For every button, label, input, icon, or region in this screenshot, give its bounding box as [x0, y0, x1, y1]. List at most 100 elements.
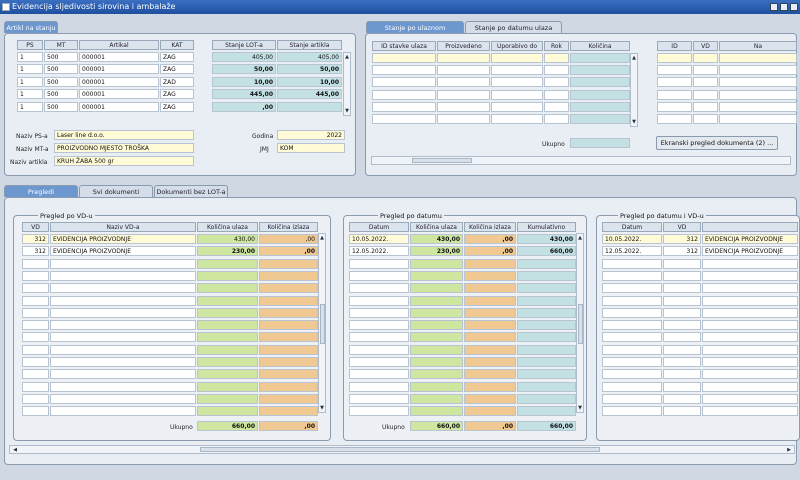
- naziv-artikla-field[interactable]: KRUH ŽABA 500 gr: [54, 156, 194, 166]
- table-cell[interactable]: [22, 332, 49, 343]
- table-cell[interactable]: [663, 320, 701, 331]
- scroll-down-icon[interactable]: ▼: [632, 119, 636, 125]
- pregled-datum-header[interactable]: Kumulativno: [517, 222, 576, 232]
- table-cell[interactable]: [544, 53, 569, 63]
- table-cell[interactable]: [437, 114, 490, 124]
- table-cell[interactable]: [517, 295, 576, 306]
- artikl-header[interactable]: Stanje artikla: [277, 40, 342, 50]
- pregled-vd-header[interactable]: Količina izlaza: [259, 222, 318, 232]
- table-cell[interactable]: ,00: [259, 234, 318, 244]
- table-cell[interactable]: [517, 283, 576, 294]
- table-cell[interactable]: [437, 77, 490, 88]
- table-cell[interactable]: 000001: [79, 89, 159, 100]
- table-cell[interactable]: [410, 320, 463, 331]
- table-cell[interactable]: [349, 393, 409, 404]
- table-cell[interactable]: [410, 393, 463, 404]
- table-cell[interactable]: [464, 332, 516, 343]
- artikl-vscroll[interactable]: ▲ ▼: [343, 52, 351, 116]
- scroll-up-icon[interactable]: ▲: [320, 235, 324, 241]
- tab-stanje-po-ulaznom-dokumentu[interactable]: Stanje po ulaznom dokumentu: [366, 21, 464, 44]
- table-cell[interactable]: [602, 258, 662, 269]
- table-cell[interactable]: [657, 101, 692, 112]
- table-cell[interactable]: [491, 89, 543, 100]
- table-cell[interactable]: [410, 270, 463, 281]
- table-cell[interactable]: 000001: [79, 64, 159, 75]
- table-cell[interactable]: [702, 393, 798, 404]
- table-cell[interactable]: [50, 307, 196, 318]
- stanje-header[interactable]: ID stavke ulaza: [372, 41, 436, 51]
- pregled-datum-header[interactable]: Količina ulaza: [410, 222, 463, 232]
- table-cell[interactable]: [437, 89, 490, 100]
- stanje-right-header[interactable]: VD: [693, 41, 718, 51]
- table-cell[interactable]: [259, 393, 318, 404]
- table-cell[interactable]: [22, 270, 49, 281]
- table-cell[interactable]: [570, 53, 630, 63]
- table-cell[interactable]: [663, 332, 701, 343]
- table-cell[interactable]: [372, 114, 436, 124]
- table-cell[interactable]: [349, 357, 409, 367]
- table-cell[interactable]: 10.05.2022.: [349, 234, 409, 244]
- table-cell[interactable]: [719, 101, 797, 112]
- table-cell[interactable]: [491, 114, 543, 124]
- table-cell[interactable]: [544, 89, 569, 100]
- scroll-down-icon[interactable]: ▼: [320, 405, 324, 411]
- table-cell[interactable]: 1: [17, 76, 43, 87]
- table-cell[interactable]: [702, 320, 798, 331]
- table-cell[interactable]: [50, 406, 196, 417]
- table-cell[interactable]: [372, 89, 436, 100]
- table-cell[interactable]: 500: [44, 101, 78, 112]
- table-cell[interactable]: [50, 283, 196, 294]
- artikl-header[interactable]: PS: [17, 40, 43, 50]
- table-cell[interactable]: [197, 381, 258, 392]
- table-cell[interactable]: [602, 393, 662, 404]
- table-cell[interactable]: 12.05.2022.: [602, 246, 662, 257]
- table-cell[interactable]: [702, 270, 798, 281]
- table-cell[interactable]: [517, 344, 576, 355]
- table-cell[interactable]: 312: [663, 234, 701, 244]
- table-cell[interactable]: [657, 89, 692, 100]
- table-cell[interactable]: [464, 393, 516, 404]
- table-cell[interactable]: 500: [44, 89, 78, 100]
- table-cell[interactable]: 500: [44, 64, 78, 75]
- artikl-header[interactable]: MT: [44, 40, 78, 50]
- jmj-field[interactable]: KOM: [277, 143, 345, 153]
- table-cell[interactable]: 430,00: [517, 234, 576, 244]
- table-cell[interactable]: [719, 114, 797, 124]
- table-cell[interactable]: [719, 65, 797, 76]
- table-cell[interactable]: [491, 53, 543, 63]
- table-cell[interactable]: [349, 307, 409, 318]
- table-cell[interactable]: 312: [22, 234, 49, 244]
- table-cell[interactable]: [702, 332, 798, 343]
- table-cell[interactable]: [22, 357, 49, 367]
- pregled-datum-header[interactable]: Količina izlaza: [464, 222, 516, 232]
- stanje-vscroll[interactable]: ▲ ▼: [630, 53, 638, 127]
- table-cell[interactable]: [702, 406, 798, 417]
- table-cell[interactable]: [259, 357, 318, 367]
- table-cell[interactable]: [50, 320, 196, 331]
- table-cell[interactable]: [657, 114, 692, 124]
- table-cell[interactable]: [259, 295, 318, 306]
- table-cell[interactable]: [197, 369, 258, 380]
- table-cell[interactable]: [410, 344, 463, 355]
- table-cell[interactable]: [50, 258, 196, 269]
- scroll-thumb[interactable]: [412, 158, 472, 163]
- scroll-up-icon[interactable]: ▲: [345, 54, 349, 60]
- table-cell[interactable]: [50, 344, 196, 355]
- table-cell[interactable]: 50,00: [277, 64, 342, 75]
- pregled-datum-vd-header[interactable]: Datum: [602, 222, 662, 232]
- minimize-button[interactable]: [770, 3, 778, 11]
- table-cell[interactable]: [464, 270, 516, 281]
- table-cell[interactable]: [663, 406, 701, 417]
- table-cell[interactable]: ZAD: [160, 76, 194, 87]
- table-cell[interactable]: [693, 65, 718, 76]
- table-cell[interactable]: [349, 369, 409, 380]
- scroll-left-icon[interactable]: ◀: [13, 447, 17, 453]
- table-cell[interactable]: 405,00: [212, 52, 276, 62]
- table-cell[interactable]: [259, 332, 318, 343]
- table-cell[interactable]: [197, 344, 258, 355]
- stanje-header[interactable]: Proizvedeno: [437, 41, 490, 51]
- table-cell[interactable]: [197, 258, 258, 269]
- table-cell[interactable]: [22, 381, 49, 392]
- table-cell[interactable]: [437, 53, 490, 63]
- table-cell[interactable]: [464, 295, 516, 306]
